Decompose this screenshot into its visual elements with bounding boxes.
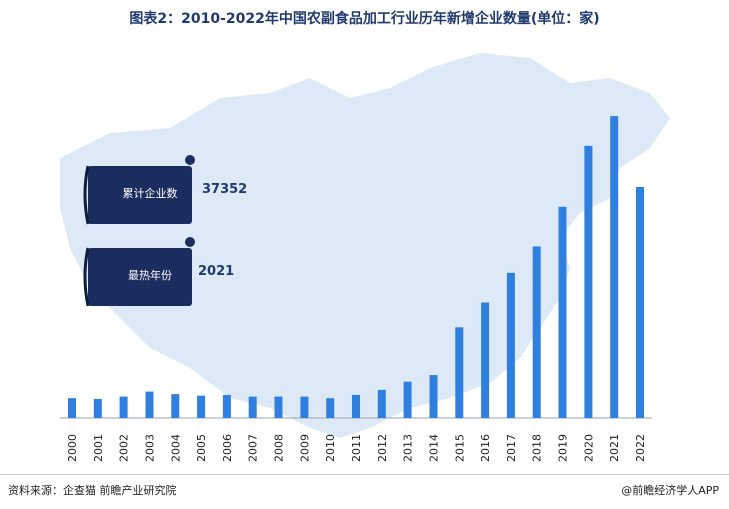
x-tick-label-2005: 2005 (195, 434, 208, 462)
bar-2018 (532, 246, 541, 418)
bar-2003 (145, 391, 154, 418)
x-tick-label-2012: 2012 (376, 434, 389, 462)
bar-2011 (352, 394, 360, 418)
x-tick-label-2002: 2002 (118, 434, 131, 462)
total-label: 累计企业数 (122, 187, 178, 200)
brand-handle: @前瞻经济学人APP (621, 484, 719, 497)
bar-2008 (274, 396, 283, 418)
x-tick-label-2000: 2000 (66, 434, 79, 462)
bar-2022 (636, 187, 644, 418)
x-tick-label-2019: 2019 (557, 434, 570, 462)
x-tick-label-2013: 2013 (402, 434, 415, 462)
x-tick-label-2014: 2014 (427, 434, 440, 462)
bar-2002 (119, 396, 128, 418)
bar-2015 (455, 327, 464, 419)
bar-2001 (93, 399, 102, 418)
x-tick-label-2004: 2004 (169, 434, 182, 462)
total-tag: 累计企业数 (88, 166, 196, 222)
peak-label: 最热年份 (128, 269, 172, 282)
x-tick-label-2008: 2008 (273, 434, 286, 462)
x-tick-label-2010: 2010 (324, 434, 337, 462)
x-tick-label-2022: 2022 (634, 434, 647, 462)
bar-2010 (326, 398, 335, 418)
bar-2016 (481, 302, 490, 418)
bar-2012 (377, 389, 386, 418)
bar-2007 (248, 396, 257, 418)
peak-scroll-shape (83, 237, 195, 307)
x-tick-label-2001: 2001 (92, 434, 105, 462)
bar-2004 (171, 394, 180, 418)
x-tick-label-2007: 2007 (247, 434, 260, 462)
peak-value: 2021 (198, 264, 235, 279)
peak-tag: 最热年份 (88, 248, 196, 304)
bar-2006 (222, 394, 231, 418)
x-tick-label-2021: 2021 (608, 434, 621, 462)
footer-divider (0, 474, 729, 475)
x-tick-label-2016: 2016 (479, 434, 492, 462)
bar-2021 (610, 116, 619, 418)
bar-2013 (403, 381, 412, 418)
x-tick-label-2003: 2003 (143, 434, 156, 462)
x-tick-label-2020: 2020 (582, 434, 595, 462)
x-tick-label-2018: 2018 (531, 434, 544, 462)
total-scroll-shape (83, 155, 195, 225)
x-tick-label-2006: 2006 (221, 434, 234, 462)
bar-2020 (584, 145, 593, 419)
x-tick-label-2015: 2015 (453, 434, 466, 462)
total-value: 37352 (202, 182, 248, 197)
x-tick-label-2017: 2017 (505, 434, 518, 462)
bar-2014 (429, 375, 438, 418)
bar-2000 (68, 398, 76, 418)
bar-2017 (506, 272, 515, 418)
bar-2009 (300, 396, 309, 418)
bar-2005 (197, 395, 206, 418)
x-tick-label-2011: 2011 (350, 434, 363, 462)
bar-2019 (558, 206, 567, 418)
source-note: 资料来源：企查猫 前瞻产业研究院 (8, 484, 177, 497)
chart-title: 图表2：2010-2022年中国农副食品加工行业历年新增企业数量(单位：家) (129, 11, 600, 27)
china-map-background (60, 53, 670, 438)
x-tick-label-2009: 2009 (298, 434, 311, 462)
